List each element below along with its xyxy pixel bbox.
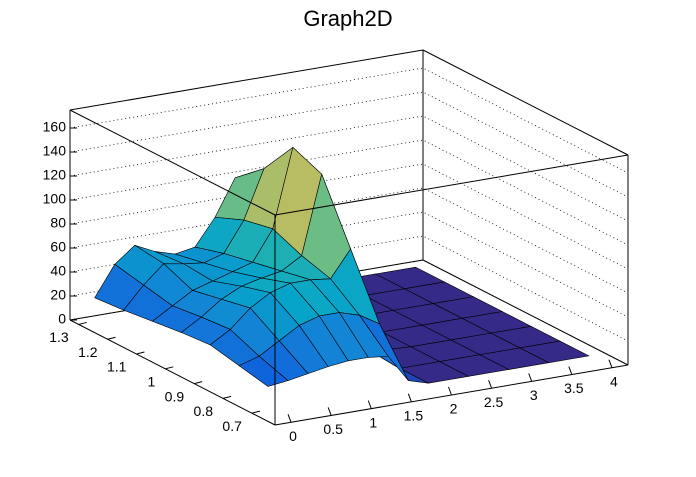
y-tick: [251, 410, 261, 414]
y-tick-label: 1.3: [49, 329, 69, 345]
y-tick-label: 0.7: [222, 418, 242, 434]
y-tick-label: 1.2: [78, 344, 98, 360]
x-tick-label: 3.5: [564, 380, 584, 396]
box-edge: [69, 49, 424, 111]
x-tick: [448, 386, 452, 396]
box-edge: [274, 154, 629, 216]
x-tick-label: 2: [450, 401, 458, 417]
y-tick: [222, 395, 232, 399]
z-tick-label: 160: [43, 119, 67, 135]
x-tick: [287, 414, 292, 423]
x-tick: [327, 407, 332, 416]
z-tick-label: 0: [58, 311, 66, 327]
x-tick: [608, 359, 613, 368]
z-tick-label: 140: [43, 143, 67, 159]
x-tick: [568, 366, 573, 375]
x-tick: [367, 400, 372, 409]
y-tick: [165, 366, 174, 370]
x-tick-label: 1: [369, 414, 377, 430]
z-tick-label: 20: [50, 287, 66, 303]
x-tick: [407, 393, 412, 402]
z-tick-label: 60: [50, 239, 66, 255]
y-tick-label: 0.8: [194, 403, 214, 419]
z-tick-label: 120: [43, 167, 67, 183]
x-tick: [528, 373, 533, 382]
y-tick: [136, 351, 145, 355]
z-tick-label: 100: [43, 191, 67, 207]
z-tick-label: 40: [50, 263, 66, 279]
y-tick-label: 1: [147, 374, 155, 390]
y-tick: [107, 336, 116, 340]
box-edge: [422, 49, 629, 156]
x-tick: [488, 380, 493, 389]
y-tick-label: 0.9: [165, 388, 185, 404]
y-tick-label: 1.1: [107, 359, 127, 375]
x-tick-label: 0: [289, 428, 297, 444]
z-tick-label: 80: [50, 215, 66, 231]
y-tick: [194, 381, 203, 385]
x-tick-label: 0.5: [323, 421, 343, 437]
x-tick-label: 1.5: [404, 408, 424, 424]
chart-title: Graph2D: [303, 6, 392, 31]
x-tick-label: 4: [610, 373, 618, 389]
surface-cell: [238, 355, 289, 387]
x-tick-label: 2.5: [484, 394, 504, 410]
x-tick-label: 3: [530, 387, 538, 403]
y-tick: [78, 321, 87, 325]
box-edge: [69, 109, 276, 216]
y-axis: [69, 319, 276, 426]
